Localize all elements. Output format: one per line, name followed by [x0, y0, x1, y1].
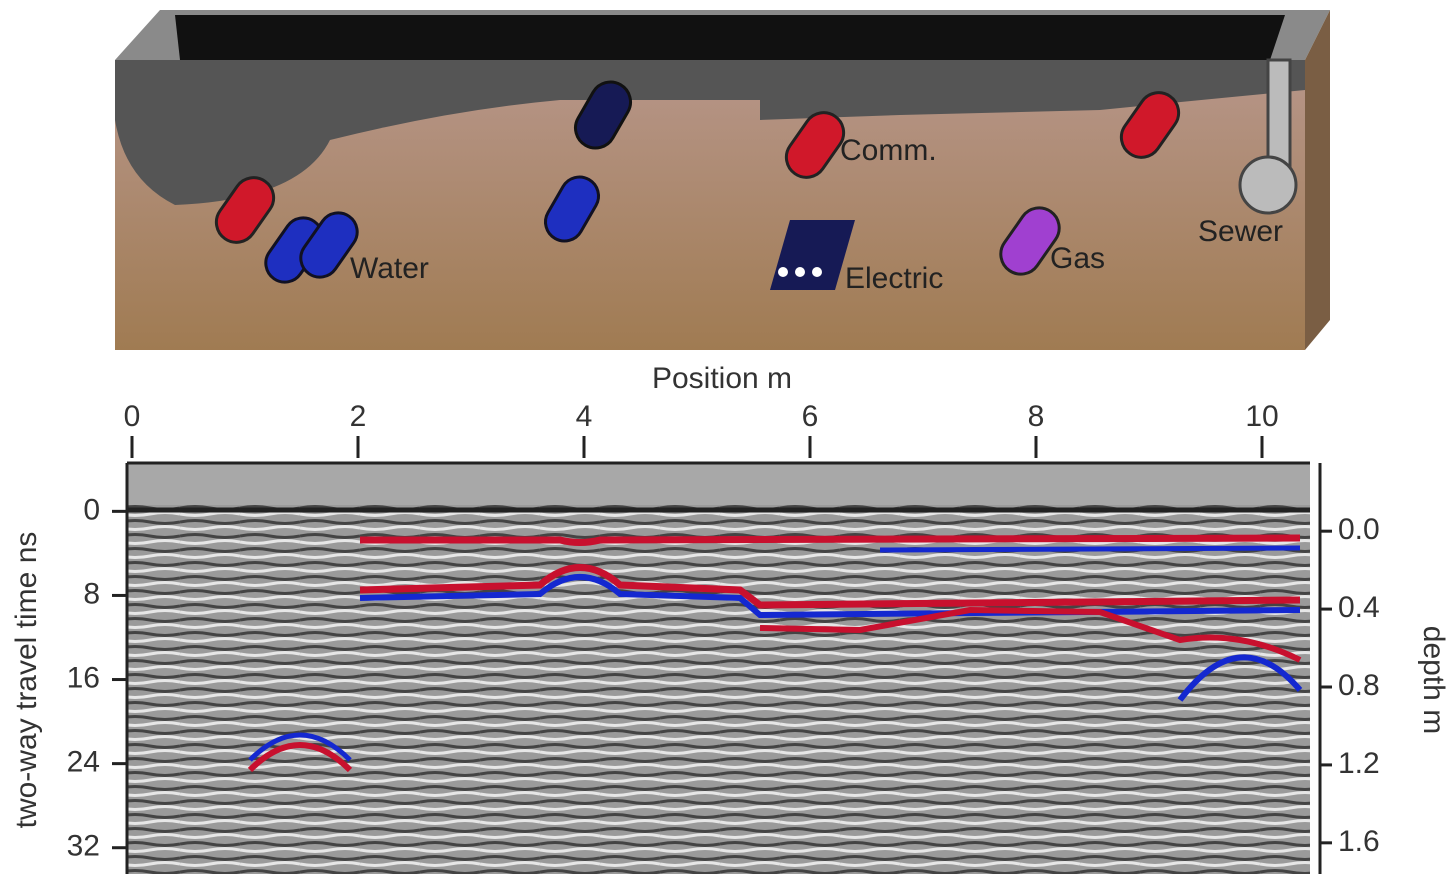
x-tick-label: 4 [576, 400, 593, 433]
x-tick-label: 0 [124, 400, 141, 433]
x-axis-label: Position m [652, 362, 792, 395]
y-tick-label: 0 [83, 493, 100, 526]
label: Electric [845, 262, 943, 295]
pavement [175, 15, 1285, 60]
y-axis-label: two-way travel time ns [10, 532, 43, 829]
y2-tick-label: 0.4 [1338, 591, 1380, 624]
figure: Water Comm. Electric Gas Sewer Position … [0, 0, 1451, 874]
x-tick-label: 2 [350, 400, 367, 433]
y2-tick-label: 0.0 [1338, 513, 1380, 546]
y-tick-label: 8 [83, 577, 100, 610]
label: Comm. [840, 134, 937, 167]
radargram [127, 463, 1320, 874]
utility-diagram: Water Comm. Electric Gas Sewer [115, 10, 1330, 350]
y-tick-label: 24 [67, 746, 100, 779]
y2-tick-label: 0.8 [1338, 669, 1380, 702]
y2-axis-label: depth m [1417, 626, 1450, 734]
label: Water [350, 252, 429, 285]
label: Sewer [1198, 215, 1283, 248]
radargram-image [127, 463, 1310, 874]
x-tick-label: 6 [802, 400, 819, 433]
y-tick-label: 32 [67, 830, 100, 863]
side-face [1305, 10, 1330, 350]
x-tick-label: 8 [1028, 400, 1045, 433]
y-tick-label: 16 [67, 661, 100, 694]
sewer [1240, 157, 1296, 213]
y2-tick-label: 1.2 [1338, 747, 1380, 780]
y2-tick-label: 1.6 [1338, 825, 1380, 858]
label: Gas [1050, 242, 1105, 275]
x-tick-label: 10 [1245, 400, 1278, 433]
